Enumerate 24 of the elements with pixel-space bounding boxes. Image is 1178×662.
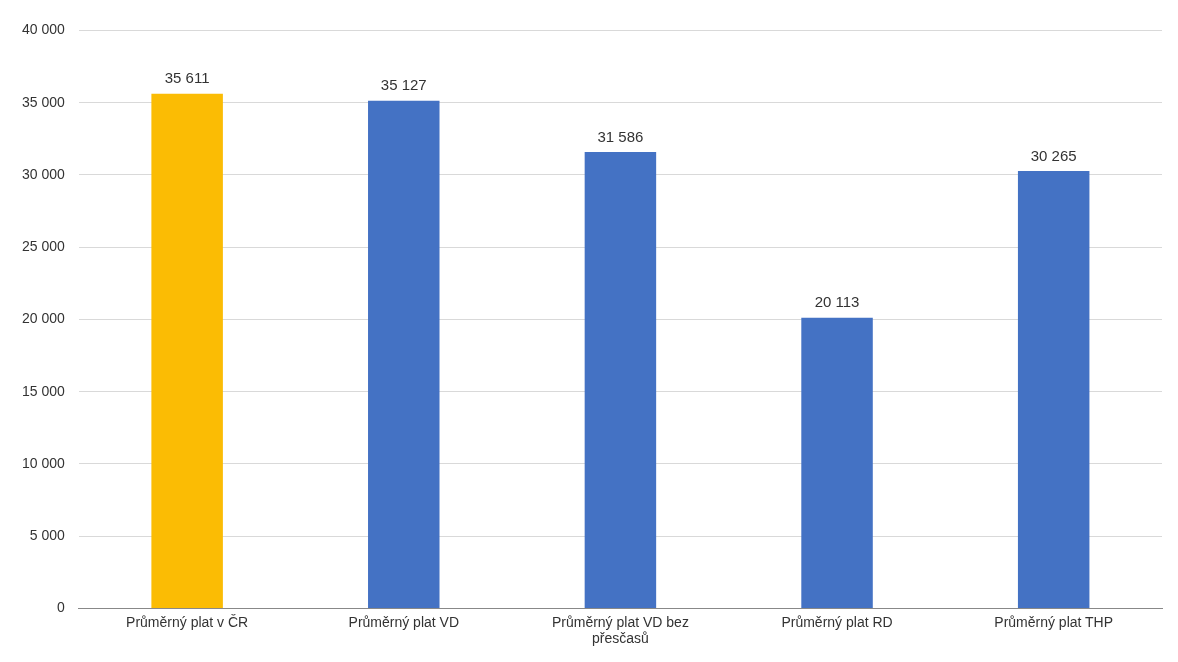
y-tick-label: 10 000 [21,454,66,471]
data-label: 31 586 [597,127,644,145]
bar [584,151,657,608]
data-label: 20 113 [814,293,860,311]
data-label: 35 611 [164,69,210,87]
x-tick-label: Průměrný plat VD [348,613,460,630]
x-tick-label: Průměrný plat RD [781,613,893,630]
bar [368,100,440,608]
y-tick-label: 40 000 [21,21,66,38]
data-label: 30 265 [1030,146,1077,164]
bar [801,317,873,608]
x-tick-label: Průměrný plat THP [994,613,1114,630]
y-tick-label: 15 000 [21,382,66,399]
y-tick-label: 5 000 [29,527,66,544]
y-tick-label: 35 000 [21,93,66,110]
bar [151,93,223,608]
bar [1017,171,1090,608]
y-tick-label: 0 [57,599,66,616]
data-label: 35 127 [380,76,427,94]
y-tick-label: 30 000 [21,165,66,182]
x-tick-label: Průměrný plat v ČR [126,613,249,630]
y-tick-label: 25 000 [21,238,66,255]
x-tick-label: Průměrný plat VD bez přesčasů [551,613,689,647]
y-tick-label: 20 000 [21,310,66,327]
